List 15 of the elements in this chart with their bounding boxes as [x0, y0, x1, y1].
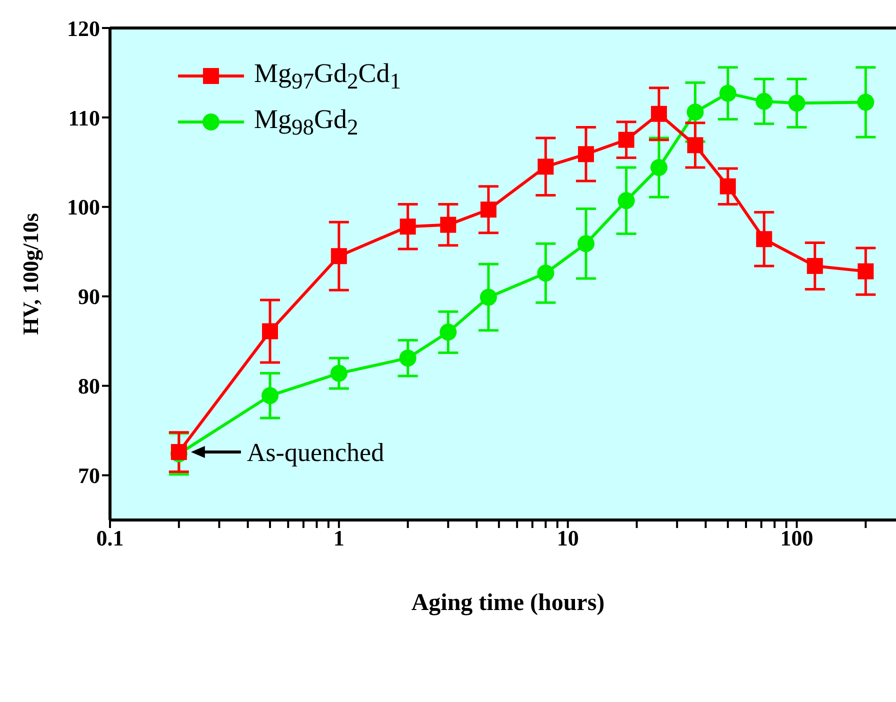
y-axis-title: HV, 100g/10s: [18, 212, 43, 335]
y-tick-label: 120: [67, 16, 100, 41]
x-tick-label: 100: [780, 526, 814, 551]
y-tick-label: 90: [78, 284, 100, 310]
x-tick-label: 1: [333, 526, 344, 551]
x-tick-label: 10: [556, 526, 579, 551]
y-tick-label: 70: [78, 463, 100, 488]
x-tick-label: 0.1: [96, 526, 124, 551]
x-axis-title: Aging time (hours): [411, 590, 605, 616]
y-tick-label: 100: [67, 194, 100, 220]
y-tick-label: 80: [78, 374, 100, 399]
annotation: As-quenched: [246, 438, 384, 468]
legend-label: Mg$_{98}$Gd$_{2}$: [254, 104, 358, 140]
legend-label: Mg$_{97}$Gd$_{2}$Cd$_{1}$: [254, 58, 402, 94]
y-tick-label: 110: [68, 105, 100, 130]
